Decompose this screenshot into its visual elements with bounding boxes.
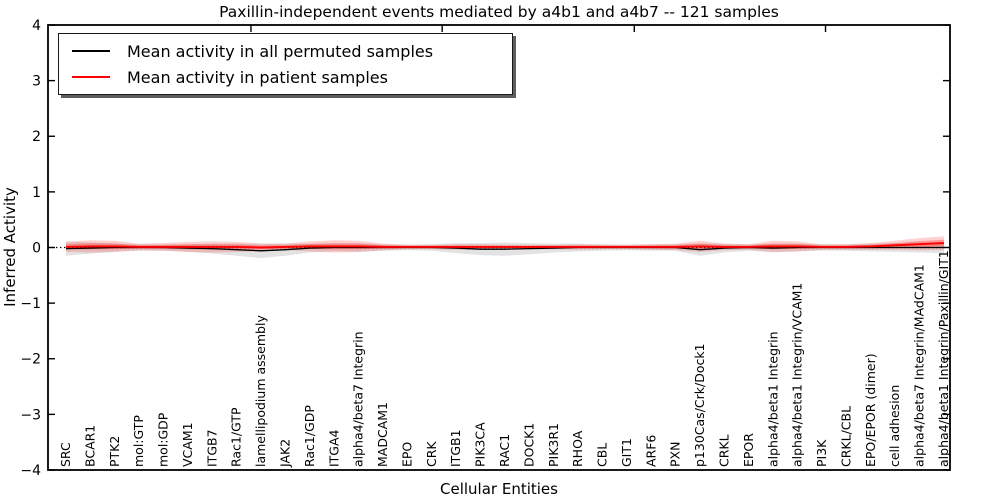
- x-category-label: PTK2: [107, 436, 122, 467]
- x-category-label: GIT1: [619, 438, 634, 467]
- x-category-label: ITGA4: [326, 429, 341, 467]
- x-category-label: JAK2: [278, 439, 293, 468]
- x-category-label: Rac1/GDP: [302, 405, 317, 467]
- y-tick-label: 0: [32, 240, 41, 256]
- x-category-label: BCAR1: [82, 425, 97, 467]
- x-category-label: PIK3CA: [473, 422, 488, 467]
- legend-line-sample-permuted: [72, 50, 110, 52]
- x-category-label: SRC: [58, 442, 73, 467]
- y-tick-label: −1: [20, 296, 41, 312]
- x-category-label: MADCAM1: [375, 402, 390, 467]
- chart-title: Paxillin-independent events mediated by …: [219, 3, 779, 21]
- x-category-label: CRKL: [717, 434, 732, 467]
- legend-item-permuted: Mean activity in all permuted samples: [59, 42, 512, 61]
- x-category-label: ARF6: [643, 435, 658, 467]
- x-category-label: Rac1/GTP: [229, 407, 244, 467]
- legend-label-permuted: Mean activity in all permuted samples: [127, 41, 434, 61]
- x-category-label: p130Cas/Crk/Dock1: [692, 343, 707, 467]
- x-category-label: RHOA: [570, 430, 585, 467]
- x-category-label: mol:GDP: [156, 412, 171, 467]
- x-category-label: ITGB7: [204, 429, 219, 467]
- x-category-label: CBL: [595, 443, 610, 467]
- y-axis-label: Inferred Activity: [1, 187, 19, 307]
- x-category-label: alpha4/beta7 Integrin: [351, 331, 366, 467]
- x-category-label: alpha4/beta1 Integrin/Paxillin/GIT1: [936, 250, 951, 467]
- x-category-label: EPO/EPOR (dimer): [863, 353, 878, 467]
- x-category-label: PIK3R1: [546, 423, 561, 467]
- x-category-label: alpha4/beta1 Integrin/VCAM1: [790, 283, 805, 467]
- y-tick-label: −3: [20, 407, 41, 423]
- x-category-label: alpha4/beta1 Integrin: [765, 331, 780, 467]
- y-tick-label: −4: [20, 463, 41, 479]
- legend-item-patient: Mean activity in patient samples: [59, 68, 512, 87]
- x-category-label: cell adhesion: [887, 385, 902, 467]
- mean-line-patient: [65, 242, 945, 249]
- x-category-label: EPOR: [741, 433, 756, 467]
- x-category-label: ITGB1: [448, 429, 463, 467]
- x-category-label: alpha4/beta7 Integrin/MAdCAM1: [912, 264, 927, 467]
- x-category-label: mol:GTP: [131, 415, 146, 467]
- y-tick-label: −2: [20, 352, 41, 368]
- x-category-label: lamellipodium assembly: [253, 315, 268, 467]
- x-category-label: PI3K: [814, 439, 829, 467]
- mean-line-permuted: [65, 246, 944, 252]
- legend: Mean activity in all permuted samples Me…: [58, 33, 513, 95]
- x-category-label: PXN: [668, 442, 683, 467]
- x-axis-label: Cellular Entities: [440, 480, 558, 498]
- x-category-label: RAC1: [497, 434, 512, 467]
- x-category-label: VCAM1: [180, 422, 195, 467]
- legend-line-sample-patient: [72, 76, 110, 78]
- legend-label-patient: Mean activity in patient samples: [127, 67, 388, 87]
- x-category-label: DOCK1: [521, 423, 536, 467]
- x-category-label: EPO: [399, 442, 414, 467]
- x-category-label: CRK: [424, 441, 439, 467]
- y-tick-label: 1: [32, 185, 41, 201]
- y-tick-label: 4: [32, 18, 41, 34]
- x-category-label: CRKL/CBL: [838, 406, 853, 467]
- y-tick-label: 2: [32, 129, 41, 145]
- y-tick-label: 3: [32, 74, 41, 90]
